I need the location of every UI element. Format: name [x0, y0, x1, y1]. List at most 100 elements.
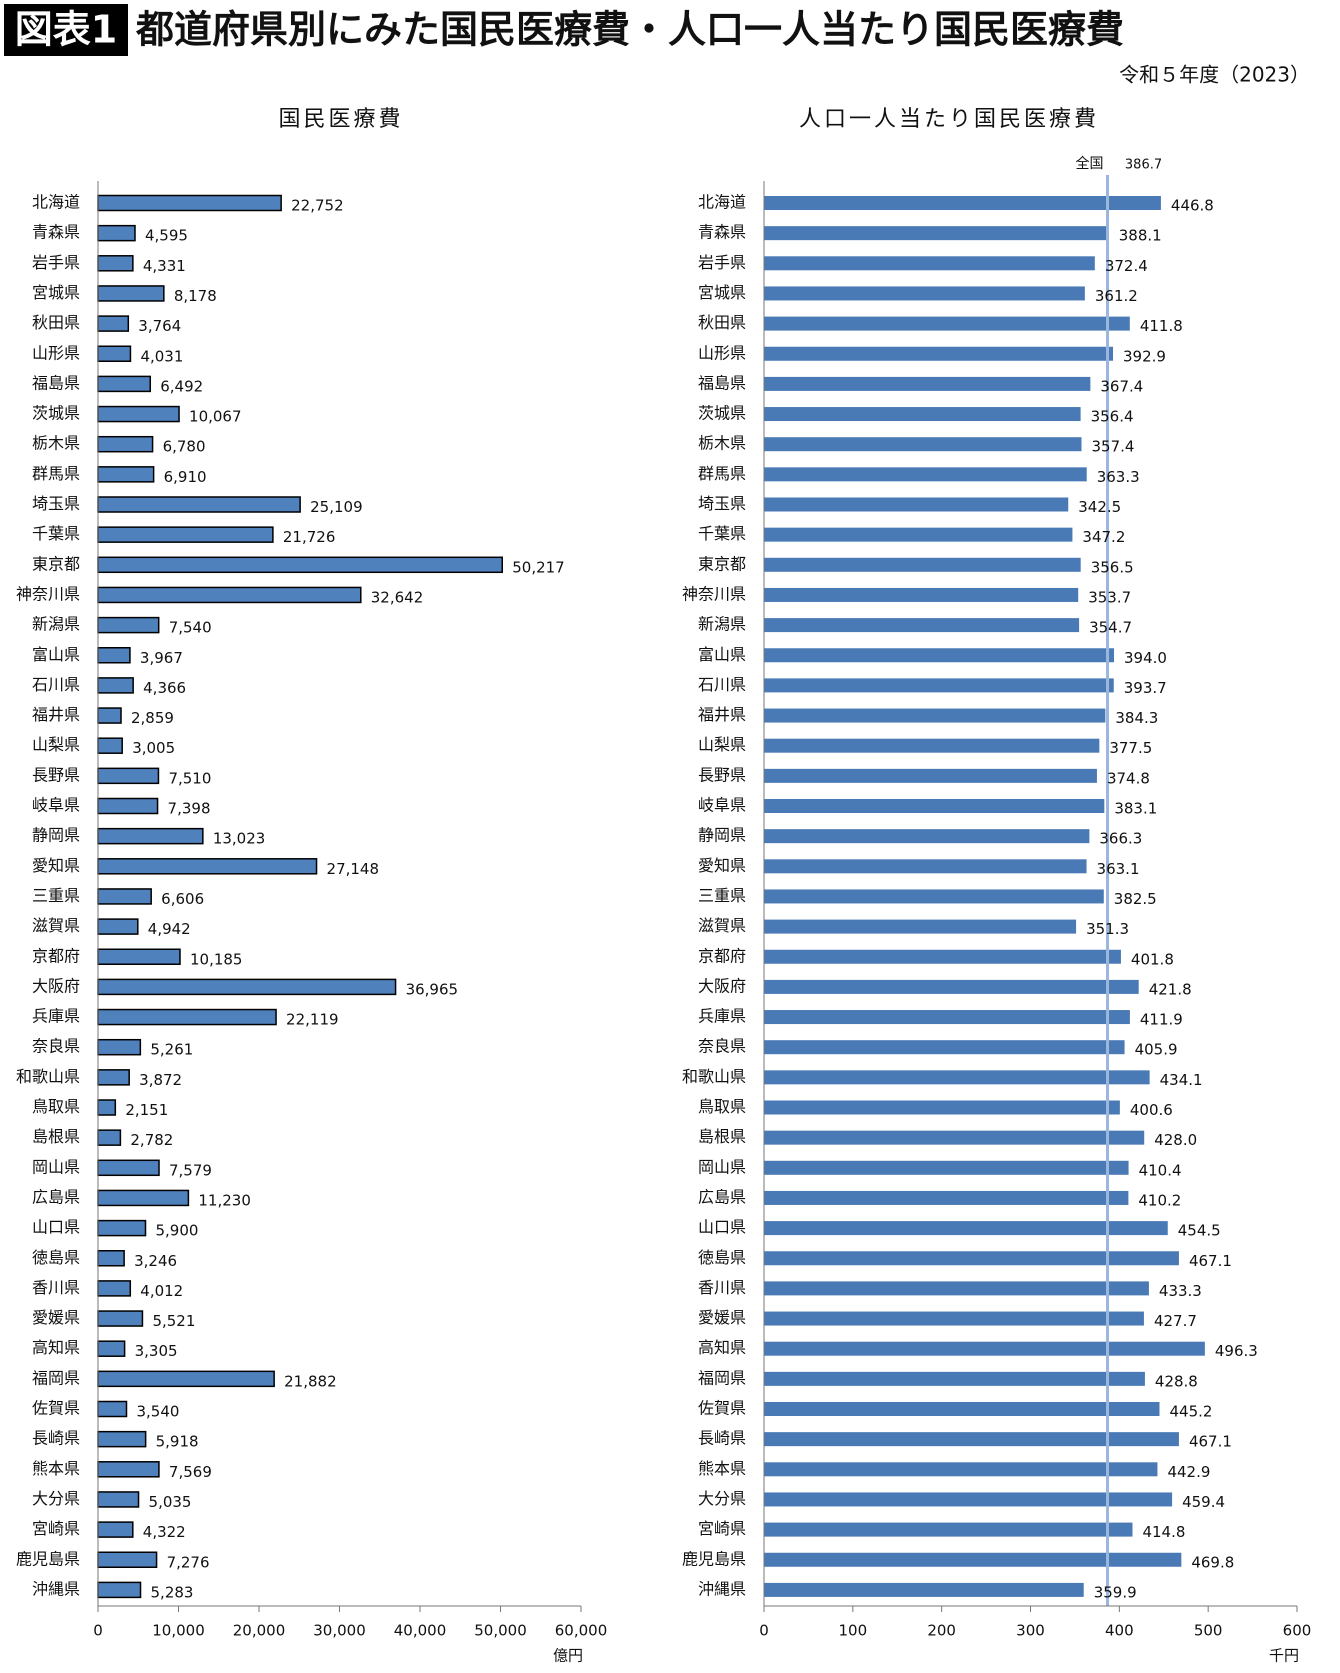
- value-label: 22,119: [286, 1011, 339, 1029]
- value-label: 4,031: [140, 347, 183, 365]
- value-label: 3,872: [139, 1071, 182, 1089]
- value-label: 421.8: [1149, 980, 1192, 998]
- category-label: 奈良県: [32, 1037, 80, 1056]
- bar: [764, 407, 1081, 422]
- value-label: 6,780: [163, 438, 206, 456]
- bar: [764, 979, 1139, 994]
- bar: [97, 194, 282, 212]
- value-label: 5,035: [149, 1493, 192, 1511]
- bar: [97, 1099, 117, 1116]
- value-label: 2,151: [125, 1101, 168, 1119]
- bar: [764, 708, 1106, 723]
- value-label: 4,366: [143, 679, 186, 697]
- x-tick-label: 10,000: [152, 1622, 205, 1640]
- bar: [97, 1430, 147, 1448]
- value-label: 400.6: [1130, 1101, 1173, 1119]
- bar: [764, 587, 1079, 602]
- value-label: 388.1: [1119, 227, 1162, 245]
- bar: [764, 768, 1097, 783]
- bar: [97, 1038, 142, 1056]
- category-label: 静岡県: [32, 826, 80, 845]
- category-label: 兵庫県: [32, 1007, 80, 1026]
- bar: [97, 978, 397, 996]
- category-label: 福島県: [698, 373, 746, 392]
- bar: [97, 345, 132, 362]
- value-label: 496.3: [1215, 1342, 1258, 1360]
- value-label: 4,595: [145, 227, 188, 245]
- bar: [97, 586, 362, 604]
- category-label: 徳島県: [698, 1248, 746, 1267]
- bar: [764, 829, 1090, 844]
- category-label: 大分県: [32, 1489, 80, 1508]
- value-label: 393.7: [1124, 679, 1167, 697]
- bar: [97, 526, 274, 543]
- value-label: 361.2: [1095, 287, 1138, 305]
- value-label: 2,782: [130, 1131, 173, 1149]
- category-label: 沖縄県: [32, 1579, 80, 1598]
- value-label: 4,322: [143, 1523, 186, 1541]
- value-label: 6,606: [161, 890, 204, 908]
- category-label: 鳥取県: [32, 1097, 80, 1116]
- value-label: 7,569: [169, 1463, 212, 1481]
- value-label: 467.1: [1189, 1433, 1232, 1451]
- value-label: 5,261: [150, 1041, 193, 1059]
- value-label: 2,859: [131, 709, 174, 727]
- bar: [97, 405, 180, 423]
- bar: [764, 799, 1105, 813]
- bar: [97, 767, 160, 785]
- category-label: 秋田県: [32, 313, 80, 332]
- category-label: 島根県: [698, 1127, 746, 1146]
- value-label: 428.0: [1154, 1131, 1197, 1149]
- value-label: 411.8: [1140, 317, 1183, 335]
- bar: [764, 1371, 1145, 1386]
- value-label: 3,246: [134, 1252, 177, 1270]
- category-label: 長崎県: [698, 1429, 746, 1448]
- bar: [764, 949, 1121, 964]
- x-tick-label: 0: [759, 1622, 769, 1640]
- category-label: 千葉県: [32, 524, 80, 543]
- value-label: 446.8: [1171, 197, 1214, 215]
- bar: [764, 859, 1087, 874]
- x-tick-label: 60,000: [555, 1622, 608, 1640]
- category-label: 群馬県: [698, 464, 746, 483]
- category-label: 茨城県: [698, 404, 746, 423]
- x-tick-label: 40,000: [394, 1622, 447, 1640]
- value-label: 392.9: [1123, 347, 1166, 365]
- category-label: 栃木県: [698, 434, 746, 453]
- category-label: 三重県: [32, 886, 80, 905]
- value-label: 454.5: [1178, 1222, 1221, 1240]
- value-label: 401.8: [1131, 950, 1174, 968]
- category-label: 鹿児島県: [682, 1549, 746, 1568]
- x-tick-label: 50,000: [474, 1622, 527, 1640]
- value-label: 3,305: [135, 1342, 178, 1360]
- bar: [764, 196, 1161, 210]
- reference-value: 386.7: [1125, 158, 1162, 173]
- value-label: 384.3: [1115, 709, 1158, 727]
- category-label: 滋賀県: [698, 916, 746, 935]
- bar: [764, 1251, 1179, 1266]
- value-label: 7,276: [167, 1553, 210, 1571]
- value-label: 433.3: [1159, 1282, 1202, 1300]
- bar: [764, 678, 1114, 693]
- bar: [97, 1219, 147, 1237]
- category-label: 宮崎県: [698, 1519, 746, 1538]
- category-label: 東京都: [698, 554, 746, 573]
- x-tick-label: 300: [1016, 1622, 1045, 1640]
- bar: [764, 1402, 1160, 1416]
- bar: [97, 677, 134, 694]
- bar: [97, 888, 152, 905]
- value-label: 427.7: [1154, 1312, 1197, 1330]
- value-label: 410.4: [1139, 1161, 1182, 1179]
- bar: [97, 647, 131, 664]
- bar: [764, 346, 1114, 361]
- bar: [97, 1340, 126, 1357]
- category-label: 熊本県: [698, 1459, 746, 1478]
- bar: [97, 1551, 158, 1568]
- bar: [97, 858, 318, 875]
- category-label: 新潟県: [698, 615, 746, 634]
- bar: [764, 1221, 1168, 1236]
- category-label: 山梨県: [698, 735, 746, 754]
- category-label: 宮崎県: [32, 1519, 80, 1538]
- category-label: 岐阜県: [698, 796, 746, 815]
- x-tick-label: 400: [1105, 1622, 1134, 1640]
